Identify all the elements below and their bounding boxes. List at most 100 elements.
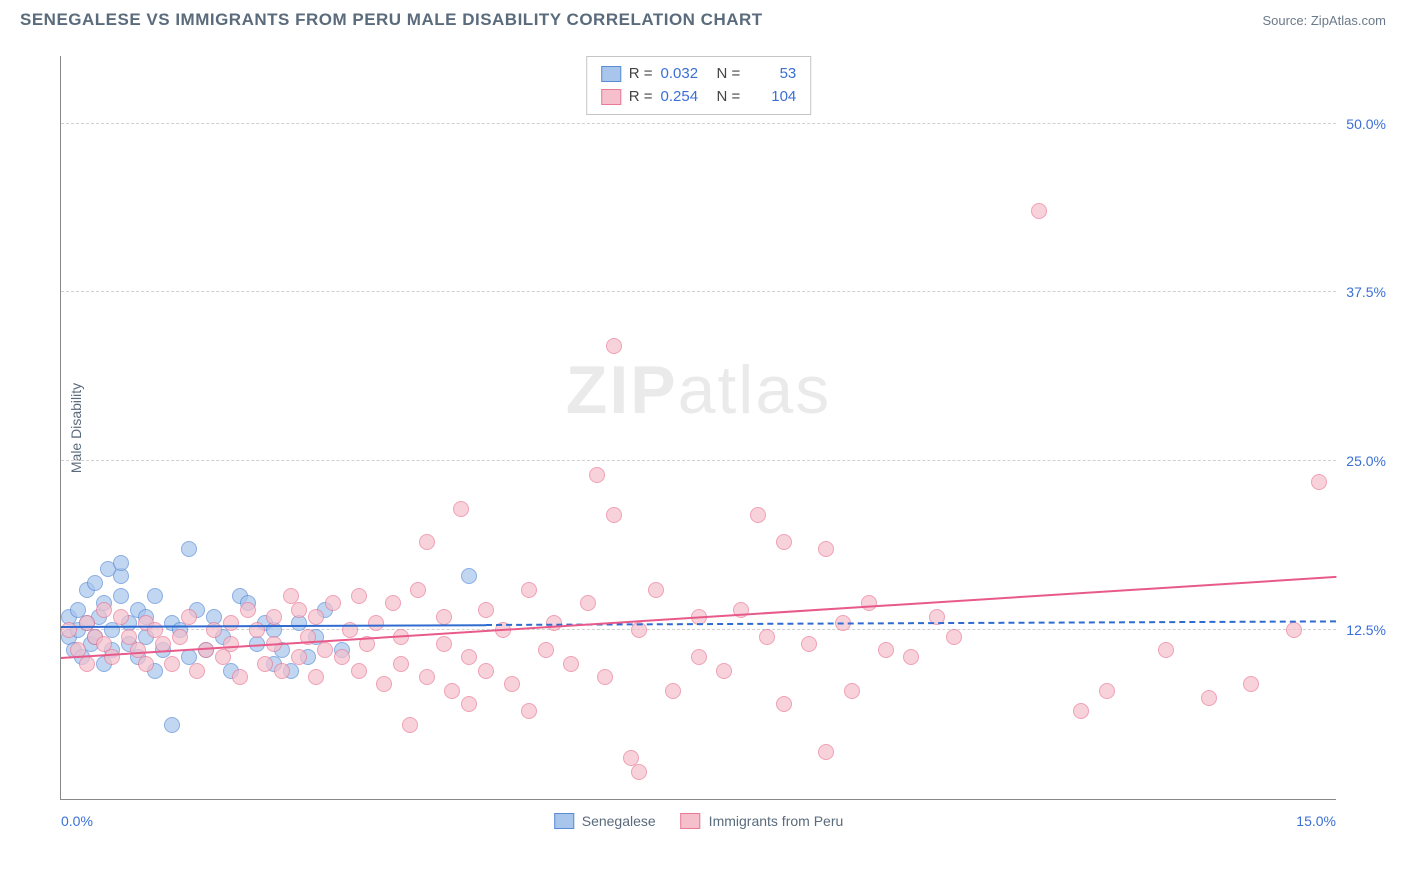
- data-point: [334, 649, 350, 665]
- data-point: [266, 609, 282, 625]
- data-point: [385, 595, 401, 611]
- data-point: [113, 588, 129, 604]
- y-tick-label: 25.0%: [1341, 453, 1386, 469]
- data-point: [104, 649, 120, 665]
- data-point: [308, 669, 324, 685]
- data-point: [801, 636, 817, 652]
- data-point: [453, 501, 469, 517]
- data-point: [631, 764, 647, 780]
- data-point: [198, 642, 214, 658]
- data-point: [1073, 703, 1089, 719]
- gridline: [61, 123, 1336, 124]
- data-point: [436, 609, 452, 625]
- data-point: [291, 649, 307, 665]
- source-attribution: Source: ZipAtlas.com: [1262, 13, 1386, 28]
- data-point: [291, 602, 307, 618]
- data-point: [181, 541, 197, 557]
- data-point: [478, 663, 494, 679]
- data-point: [368, 615, 384, 631]
- data-point: [410, 582, 426, 598]
- data-point: [164, 656, 180, 672]
- stats-legend: R = 0.032 N = 53 R = 0.254 N = 104: [586, 56, 812, 115]
- data-point: [538, 642, 554, 658]
- legend-swatch-peru: [681, 813, 701, 829]
- data-point: [606, 338, 622, 354]
- data-point: [759, 629, 775, 645]
- data-point: [691, 649, 707, 665]
- trend-line: [61, 576, 1336, 659]
- data-point: [1099, 683, 1115, 699]
- y-axis-title: Male Disability: [68, 382, 84, 472]
- stats-row-senegalese: R = 0.032 N = 53: [601, 63, 797, 86]
- data-point: [818, 744, 834, 760]
- data-point: [138, 656, 154, 672]
- data-point: [589, 467, 605, 483]
- data-point: [504, 676, 520, 692]
- legend-item-peru: Immigrants from Peru: [681, 813, 844, 829]
- data-point: [521, 582, 537, 598]
- y-tick-label: 12.5%: [1341, 622, 1386, 638]
- watermark: ZIPatlas: [566, 351, 831, 429]
- stats-row-peru: R = 0.254 N = 104: [601, 86, 797, 109]
- n-value-senegalese: 53: [748, 63, 796, 86]
- data-point: [648, 582, 664, 598]
- data-point: [844, 683, 860, 699]
- data-point: [776, 534, 792, 550]
- swatch-peru: [601, 89, 621, 105]
- legend-item-senegalese: Senegalese: [554, 813, 656, 829]
- y-tick-label: 50.0%: [1341, 116, 1386, 132]
- data-point: [189, 663, 205, 679]
- data-point: [393, 656, 409, 672]
- data-point: [1201, 690, 1217, 706]
- data-point: [478, 602, 494, 618]
- data-point: [232, 669, 248, 685]
- chart-title: SENEGALESE VS IMMIGRANTS FROM PERU MALE …: [20, 10, 763, 30]
- data-point: [351, 663, 367, 679]
- y-tick-label: 37.5%: [1341, 284, 1386, 300]
- data-point: [402, 717, 418, 733]
- data-point: [1158, 642, 1174, 658]
- data-point: [181, 609, 197, 625]
- data-point: [376, 676, 392, 692]
- data-point: [776, 696, 792, 712]
- gridline: [61, 460, 1336, 461]
- data-point: [61, 622, 77, 638]
- data-point: [223, 636, 239, 652]
- data-point: [257, 656, 273, 672]
- data-point: [597, 669, 613, 685]
- r-value-peru: 0.254: [661, 86, 709, 109]
- data-point: [1311, 474, 1327, 490]
- data-point: [580, 595, 596, 611]
- data-point: [606, 507, 622, 523]
- plot-area: Male Disability ZIPatlas R = 0.032 N = 5…: [60, 56, 1336, 800]
- data-point: [1031, 203, 1047, 219]
- data-point: [461, 696, 477, 712]
- data-point: [521, 703, 537, 719]
- data-point: [461, 568, 477, 584]
- data-point: [419, 534, 435, 550]
- data-point: [79, 656, 95, 672]
- data-point: [818, 541, 834, 557]
- data-point: [113, 555, 129, 571]
- gridline: [61, 291, 1336, 292]
- data-point: [1243, 676, 1259, 692]
- legend-label-senegalese: Senegalese: [582, 813, 656, 829]
- data-point: [223, 615, 239, 631]
- x-axis-min-label: 0.0%: [61, 813, 93, 829]
- n-value-peru: 104: [748, 86, 796, 109]
- data-point: [351, 588, 367, 604]
- data-point: [903, 649, 919, 665]
- data-point: [750, 507, 766, 523]
- data-point: [215, 649, 231, 665]
- data-point: [716, 663, 732, 679]
- data-point: [878, 642, 894, 658]
- data-point: [308, 609, 324, 625]
- legend-label-peru: Immigrants from Peru: [709, 813, 844, 829]
- data-point: [172, 629, 188, 645]
- r-value-senegalese: 0.032: [661, 63, 709, 86]
- legend-swatch-senegalese: [554, 813, 574, 829]
- data-point: [96, 602, 112, 618]
- data-point: [461, 649, 477, 665]
- data-point: [147, 588, 163, 604]
- data-point: [87, 575, 103, 591]
